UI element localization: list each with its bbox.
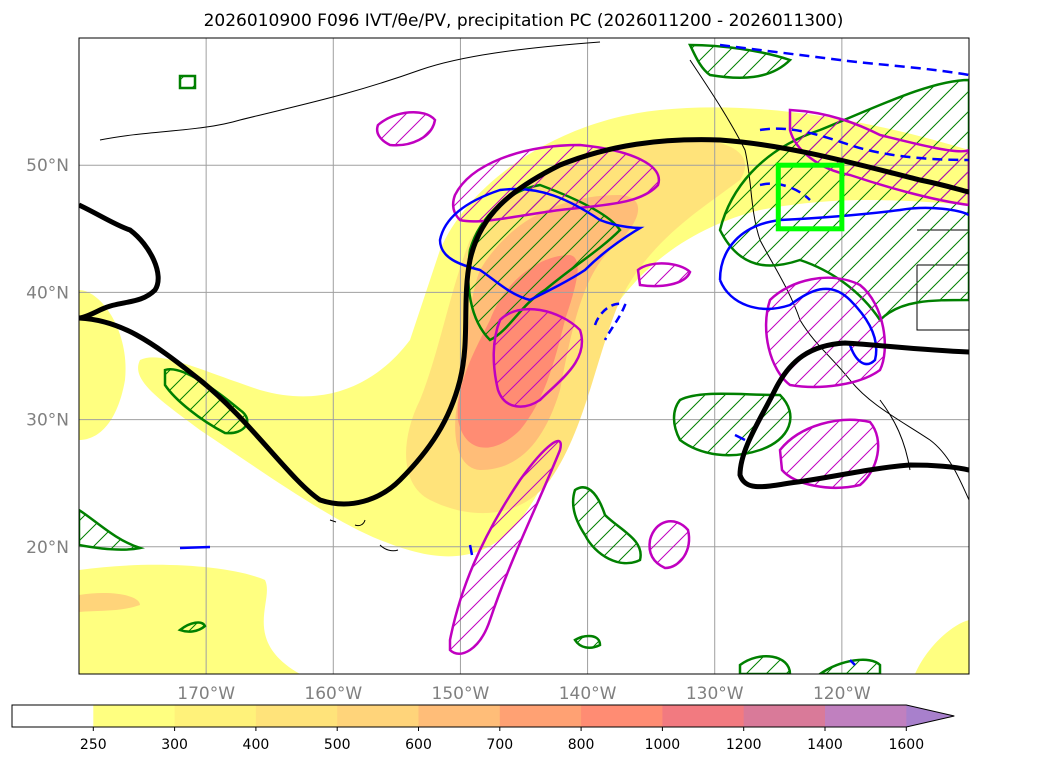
colorbar-segment: [255, 705, 338, 727]
lon-tick-label: 150°W: [432, 684, 490, 704]
colorbar-segment: [499, 705, 582, 727]
precip-magenta-4: [764, 276, 887, 389]
theta-e-south-east: [737, 340, 969, 490]
colorbar-segment: [93, 705, 176, 727]
lat-tick-label: 50°N: [26, 156, 69, 176]
longitude-labels: 170°W 160°W 150°W 140°W 130°W 120°W: [177, 684, 871, 704]
colorbar-segment: [337, 705, 419, 727]
precip-green-contours: [79, 43, 969, 674]
precip-green-6: [79, 508, 145, 551]
precip-green-5: [571, 486, 642, 565]
pv-contour-1: [438, 187, 645, 302]
colorbar-tick-label: 700: [486, 737, 513, 753]
colorbar-tick-label: 400: [243, 737, 270, 753]
lon-tick-label: 170°W: [177, 684, 235, 704]
theta-e-main: [79, 137, 969, 507]
lat-tick-label: 20°N: [26, 538, 69, 558]
colorbar-segment: [743, 705, 826, 727]
precip-magenta-2: [492, 307, 584, 408]
colorbar-segment: [581, 705, 663, 727]
precip-magenta-3: [448, 439, 563, 655]
colorbar-tick-label: 800: [568, 737, 595, 753]
colorbar-segment: [12, 705, 94, 727]
colorbar-segment: [418, 705, 501, 727]
colorbar-tick-label: 500: [324, 737, 351, 753]
colorbar: 250 300 400 500 600 700 800 1000 1200 1400 1600: [11, 704, 955, 753]
precip-green-small: [177, 74, 602, 649]
hawaii: [329, 519, 399, 552]
precip-green-3: [672, 392, 792, 457]
region-box: [775, 162, 845, 232]
baja-coast: [879, 399, 911, 471]
ivt-south-west-core: [79, 593, 140, 612]
colorbar-tick-label: 300: [161, 737, 188, 753]
precip-magenta-8: [636, 262, 692, 288]
latitude-labels: 50°N 40°N 30°N 20°N: [26, 156, 69, 558]
ivt-south-west: [79, 564, 300, 674]
alaska-coast: [99, 41, 601, 141]
theta-e-contours: [79, 137, 969, 507]
colorbar-tick-label: 1000: [645, 737, 681, 753]
lat-tick-label: 40°N: [26, 283, 69, 303]
pv-contour-2: [718, 206, 969, 366]
colorbar-segment: [825, 705, 907, 727]
map-panel: [79, 38, 969, 674]
colorbar-tick-label: 600: [405, 737, 432, 753]
precip-green-8: [687, 43, 793, 79]
lat-tick-label: 30°N: [26, 411, 69, 431]
precip-magenta-6: [648, 520, 691, 570]
colorbar-tick-label: 1200: [726, 737, 762, 753]
pv-contour-small: [179, 433, 856, 666]
lon-tick-label: 140°W: [559, 684, 617, 704]
precip-green-2: [718, 78, 969, 322]
map-title: 2026010900 F096 IVT/θe/PV, precipitation…: [203, 11, 844, 31]
colorbar-extend-max: [906, 705, 955, 727]
lon-tick-label: 130°W: [686, 684, 744, 704]
map-frame: [78, 37, 970, 675]
colorbar-segment: [662, 705, 745, 727]
lon-tick-label: 120°W: [813, 684, 871, 704]
colorbar-tick-label: 250: [80, 737, 107, 753]
pv-contour-3: [593, 302, 627, 341]
colorbar-tick-label: 1400: [807, 737, 843, 753]
ivt-south-east: [915, 620, 969, 674]
pv-contour-dashed: [719, 43, 969, 201]
theta-e-loop-west: [79, 202, 161, 321]
colorbar-tick-label: 1600: [888, 737, 924, 753]
lon-tick-label: 160°W: [304, 684, 362, 704]
pv-contours: [179, 43, 969, 666]
colorbar-outline: [11, 704, 955, 728]
colorbar-segment: [174, 705, 257, 727]
precip-magenta-7: [375, 110, 437, 147]
